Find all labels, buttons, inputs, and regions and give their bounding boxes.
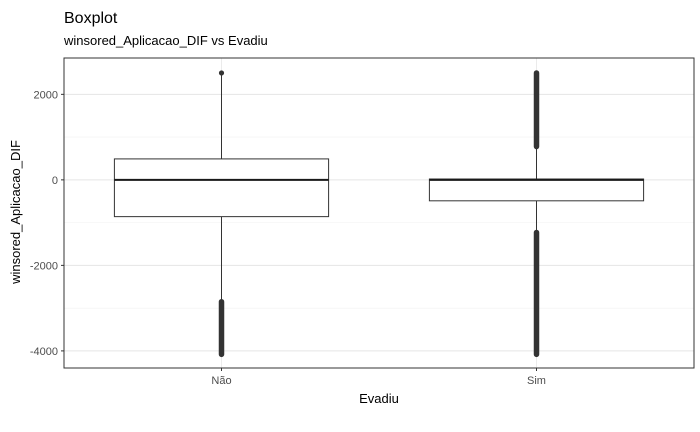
plot-area: 2000 0 -2000 -4000 Não Sim [30, 57, 695, 387]
iqr-box [113, 158, 330, 218]
x-tick-label: Sim [527, 375, 546, 387]
iqr-box [428, 178, 645, 202]
y-tick-label: 2000 [34, 89, 58, 101]
y-tick-label: -4000 [30, 346, 58, 358]
y-axis-title: winsored_Aplicacao_DIF [8, 140, 23, 285]
panel-border [63, 57, 695, 369]
x-tick-label: Não [211, 375, 231, 387]
y-tick-label: 0 [52, 175, 58, 187]
chart-subtitle: winsored_Aplicacao_DIF vs Evadiu [63, 33, 268, 48]
x-axis-title: Evadiu [359, 391, 399, 406]
y-tick-label: -2000 [30, 260, 58, 272]
box-não [113, 70, 330, 358]
outlier-point [218, 70, 225, 76]
box-sim [428, 70, 645, 358]
chart-title: Boxplot [64, 10, 118, 27]
